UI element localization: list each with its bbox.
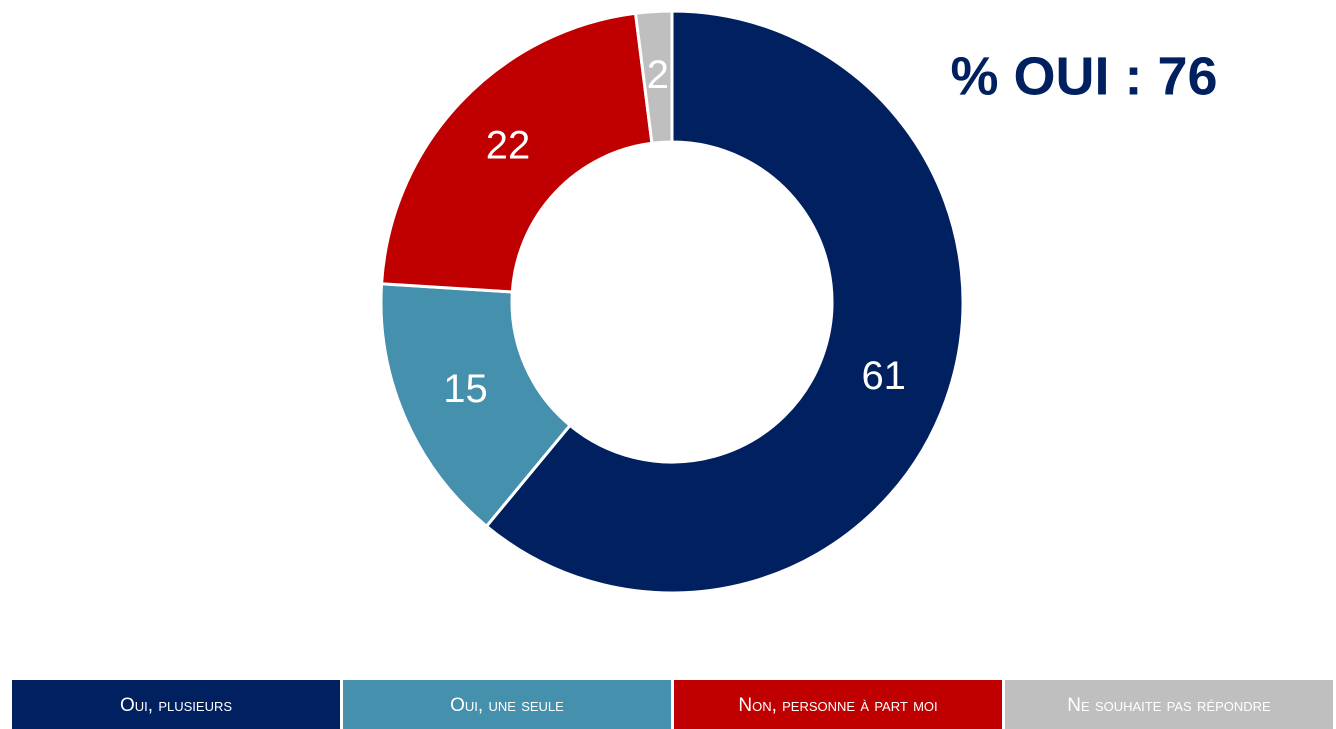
slice [633,9,674,145]
legend-swatch [674,680,1002,729]
value-label: 61 [861,354,906,398]
slice [379,282,573,529]
value-label: 15 [443,367,488,411]
value-label: 22 [486,124,531,168]
slice [379,11,654,294]
annotation: % OUI : 76 [950,46,1217,106]
legend-label: Oui, une seule [450,695,564,716]
value-label: 2 [647,53,669,97]
legend-swatch [1005,680,1333,729]
legend-label: Non, personne à part moi [738,695,937,716]
legend-label: Ne souhaite pas répondre [1067,695,1271,716]
slice [484,9,965,595]
legend-swatch [12,680,340,729]
legend-swatch [343,680,671,729]
legend-label: Oui, plusieurs [120,695,232,716]
